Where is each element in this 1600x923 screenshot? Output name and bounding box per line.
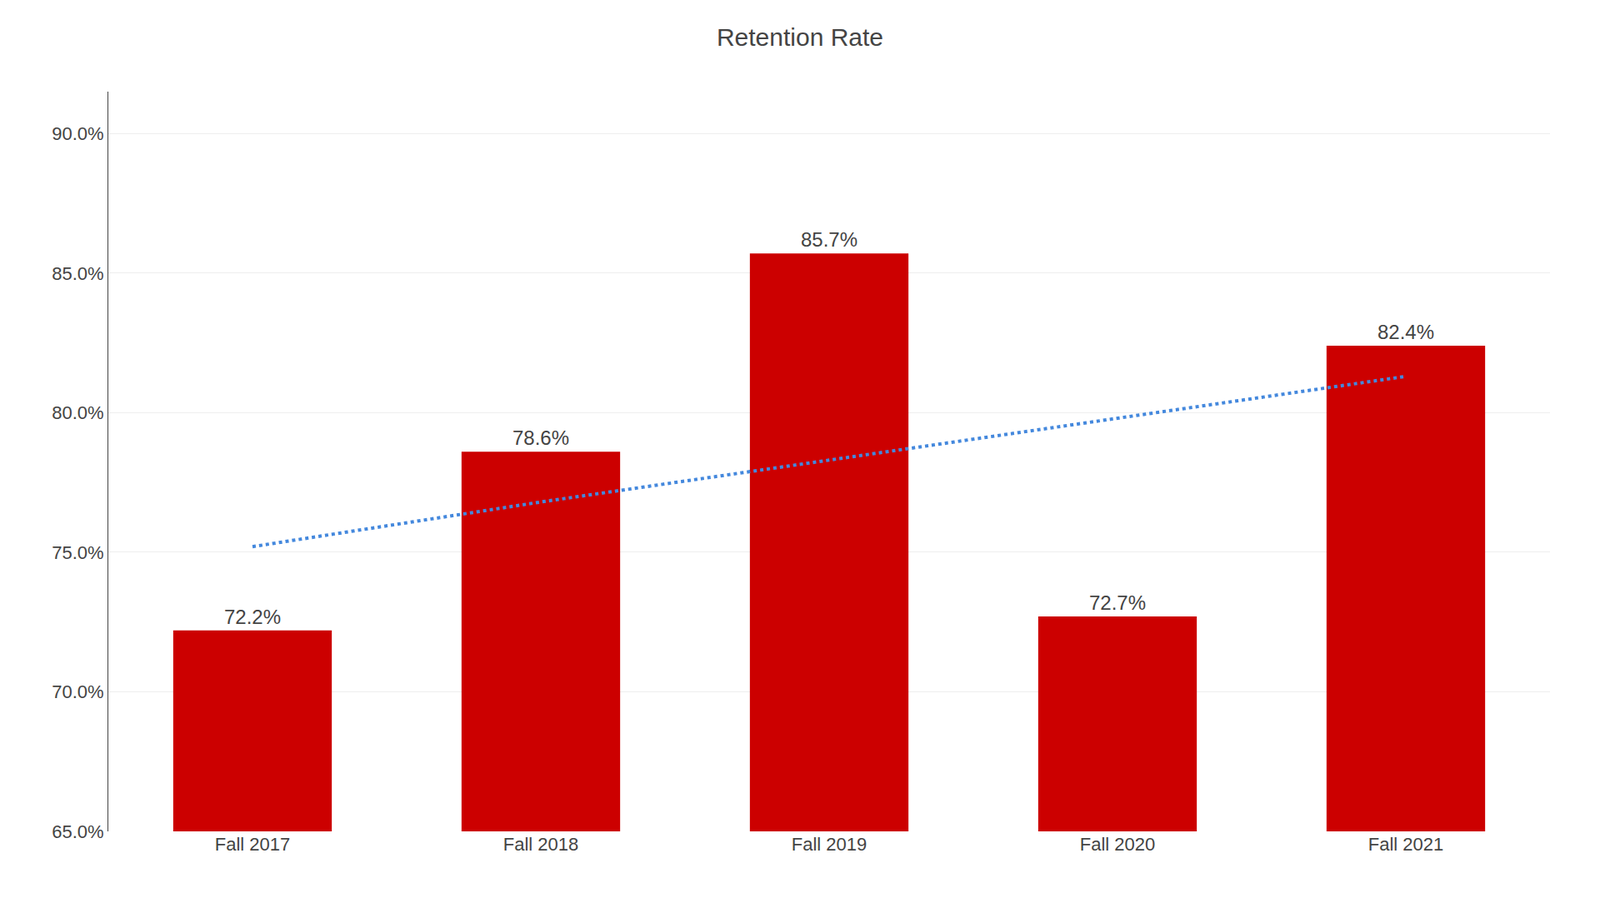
svg-text:Fall 2020: Fall 2020 bbox=[1080, 834, 1156, 855]
svg-text:85.7%: 85.7% bbox=[800, 228, 858, 251]
svg-text:Fall 2021: Fall 2021 bbox=[1368, 834, 1445, 855]
svg-text:85.0%: 85.0% bbox=[51, 263, 104, 285]
svg-text:78.6%: 78.6% bbox=[512, 426, 570, 450]
svg-text:90.0%: 90.0% bbox=[51, 123, 104, 145]
svg-text:Fall 2017: Fall 2017 bbox=[215, 834, 291, 855]
svg-text:80.0%: 80.0% bbox=[51, 402, 104, 424]
svg-text:Fall 2019: Fall 2019 bbox=[791, 834, 868, 855]
svg-text:72.7%: 72.7% bbox=[1089, 591, 1146, 615]
svg-text:72.2%: 72.2% bbox=[224, 605, 281, 629]
svg-text:65.0%: 65.0% bbox=[51, 821, 104, 843]
svg-text:75.0%: 75.0% bbox=[51, 542, 104, 564]
svg-text:Fall 2018: Fall 2018 bbox=[503, 834, 580, 855]
svg-text:82.4%: 82.4% bbox=[1377, 320, 1435, 344]
svg-text:70.0%: 70.0% bbox=[51, 681, 104, 703]
svg-text:Retention Rate: Retention Rate bbox=[716, 23, 884, 51]
